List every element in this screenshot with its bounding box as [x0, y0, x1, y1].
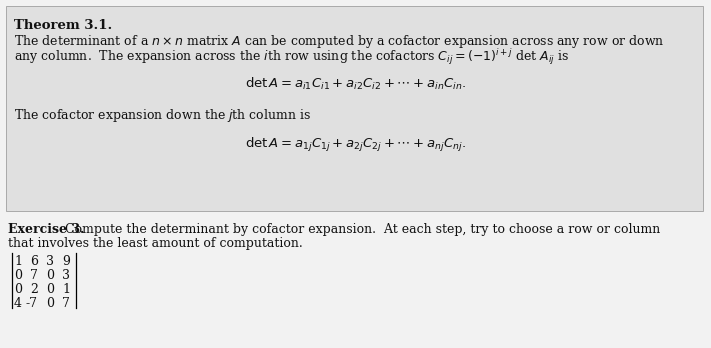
Text: The determinant of a $n \times n$ matrix $A$ can be computed by a cofactor expan: The determinant of a $n \times n$ matrix… [14, 33, 665, 50]
Text: 1: 1 [14, 255, 22, 268]
Text: 9: 9 [62, 255, 70, 268]
Text: 7: 7 [62, 297, 70, 310]
Text: that involves the least amount of computation.: that involves the least amount of comput… [8, 237, 303, 250]
FancyBboxPatch shape [6, 6, 703, 211]
Text: 4: 4 [14, 297, 22, 310]
Text: $\mathrm{det}\, A = a_{i1}C_{i1} + a_{i2}C_{i2} + \cdots + a_{in}C_{in}.$: $\mathrm{det}\, A = a_{i1}C_{i1} + a_{i2… [245, 76, 466, 92]
Text: 0: 0 [46, 297, 54, 310]
Text: 6: 6 [30, 255, 38, 268]
Text: Compute the determinant by cofactor expansion.  At each step, try to choose a ro: Compute the determinant by cofactor expa… [65, 223, 661, 236]
Text: 2: 2 [30, 283, 38, 296]
Text: Theorem 3.1.: Theorem 3.1. [14, 19, 112, 32]
Text: 0: 0 [14, 283, 22, 296]
Text: $\mathrm{det}\, A = a_{1j}C_{1j} + a_{2j}C_{2j} + \cdots + a_{nj}C_{nj}.$: $\mathrm{det}\, A = a_{1j}C_{1j} + a_{2j… [245, 136, 466, 154]
Text: any column.  The expansion across the $i$th row using the cofactors $C_{ij} = (-: any column. The expansion across the $i$… [14, 47, 570, 67]
Text: The cofactor expansion down the $j$th column is: The cofactor expansion down the $j$th co… [14, 107, 311, 124]
Text: 0: 0 [46, 283, 54, 296]
Text: 3: 3 [62, 269, 70, 282]
Text: -7: -7 [26, 297, 38, 310]
Text: Exercise 3.: Exercise 3. [8, 223, 85, 236]
Text: 3: 3 [46, 255, 54, 268]
Text: 1: 1 [62, 283, 70, 296]
Text: 0: 0 [46, 269, 54, 282]
Text: 0: 0 [14, 269, 22, 282]
Text: 7: 7 [30, 269, 38, 282]
